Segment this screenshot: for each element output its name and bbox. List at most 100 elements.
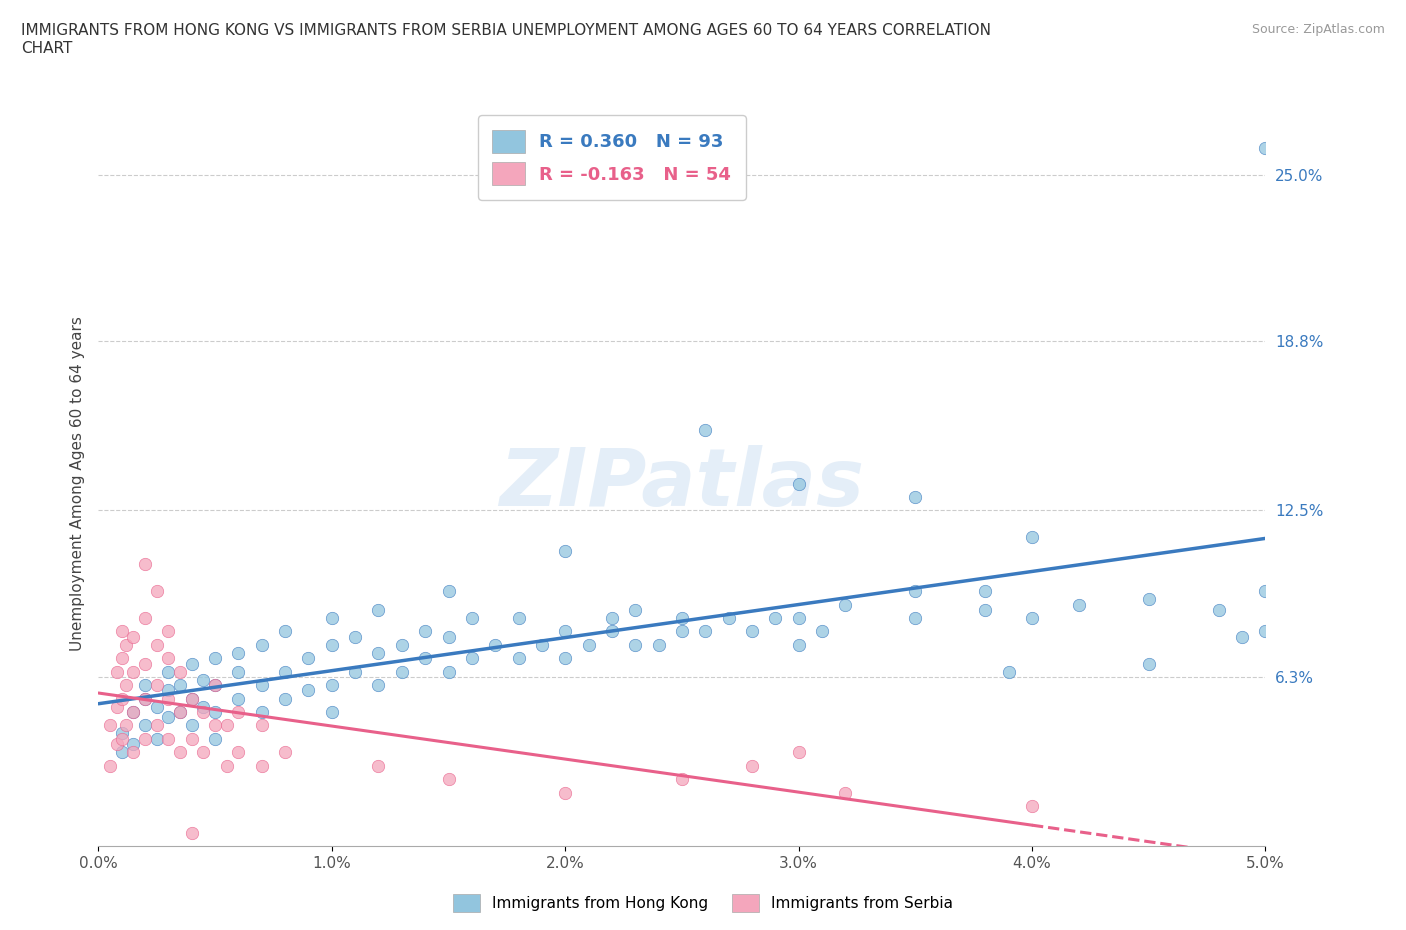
Point xyxy=(157,683,180,698)
Point xyxy=(741,758,763,773)
Point xyxy=(484,637,506,652)
Point xyxy=(321,637,343,652)
Point xyxy=(695,422,717,437)
Point xyxy=(741,624,763,639)
Point xyxy=(157,624,180,639)
Point xyxy=(367,603,389,618)
Point xyxy=(204,651,226,666)
Point xyxy=(146,678,169,693)
Point xyxy=(554,624,576,639)
Point xyxy=(180,826,202,841)
Point xyxy=(717,610,740,625)
Point xyxy=(169,678,191,693)
Point xyxy=(134,691,156,706)
Point xyxy=(274,691,297,706)
Point xyxy=(250,758,273,773)
Point xyxy=(193,672,215,687)
Point xyxy=(391,637,413,652)
Point xyxy=(204,678,226,693)
Point xyxy=(508,651,530,666)
Point xyxy=(228,645,250,660)
Point xyxy=(344,630,367,644)
Point xyxy=(250,705,273,720)
Point xyxy=(344,664,367,679)
Point xyxy=(367,758,389,773)
Point xyxy=(1021,530,1043,545)
Point xyxy=(105,699,128,714)
Point xyxy=(146,718,169,733)
Point xyxy=(904,489,927,504)
Point xyxy=(134,718,156,733)
Point xyxy=(157,731,180,746)
Point xyxy=(787,476,810,491)
Point xyxy=(157,710,180,724)
Point xyxy=(204,705,226,720)
Point xyxy=(624,637,647,652)
Point xyxy=(146,699,169,714)
Point xyxy=(274,745,297,760)
Point xyxy=(787,745,810,760)
Point xyxy=(180,718,202,733)
Point xyxy=(600,610,623,625)
Point xyxy=(122,745,145,760)
Point xyxy=(274,664,297,679)
Point xyxy=(600,624,623,639)
Text: Source: ZipAtlas.com: Source: ZipAtlas.com xyxy=(1251,23,1385,36)
Point xyxy=(974,603,997,618)
Point xyxy=(134,691,156,706)
Point xyxy=(437,584,460,599)
Point xyxy=(122,630,145,644)
Point xyxy=(530,637,553,652)
Point xyxy=(134,731,156,746)
Point xyxy=(250,637,273,652)
Point xyxy=(1021,610,1043,625)
Point xyxy=(111,745,134,760)
Point xyxy=(671,772,693,787)
Point xyxy=(297,651,319,666)
Point xyxy=(437,630,460,644)
Text: ZIPatlas: ZIPatlas xyxy=(499,445,865,523)
Point xyxy=(834,785,856,800)
Point xyxy=(193,745,215,760)
Point xyxy=(228,705,250,720)
Point xyxy=(134,678,156,693)
Text: IMMIGRANTS FROM HONG KONG VS IMMIGRANTS FROM SERBIA UNEMPLOYMENT AMONG AGES 60 T: IMMIGRANTS FROM HONG KONG VS IMMIGRANTS … xyxy=(21,23,991,56)
Point xyxy=(111,624,134,639)
Point xyxy=(250,678,273,693)
Point xyxy=(146,731,169,746)
Y-axis label: Unemployment Among Ages 60 to 64 years: Unemployment Among Ages 60 to 64 years xyxy=(69,316,84,651)
Point xyxy=(367,645,389,660)
Point xyxy=(169,745,191,760)
Point xyxy=(1254,584,1277,599)
Point xyxy=(204,731,226,746)
Point xyxy=(134,657,156,671)
Point xyxy=(122,737,145,751)
Point xyxy=(193,705,215,720)
Point xyxy=(146,584,169,599)
Point xyxy=(111,731,134,746)
Point xyxy=(122,664,145,679)
Point xyxy=(321,678,343,693)
Point xyxy=(834,597,856,612)
Point xyxy=(647,637,669,652)
Point xyxy=(157,691,180,706)
Point xyxy=(671,624,693,639)
Point xyxy=(554,651,576,666)
Point xyxy=(180,657,202,671)
Point xyxy=(228,691,250,706)
Point xyxy=(115,637,138,652)
Point xyxy=(554,785,576,800)
Point xyxy=(98,718,121,733)
Point xyxy=(115,678,138,693)
Point xyxy=(413,651,436,666)
Point xyxy=(180,691,202,706)
Point xyxy=(1067,597,1090,612)
Point xyxy=(204,718,226,733)
Point xyxy=(105,664,128,679)
Point xyxy=(1230,630,1253,644)
Point xyxy=(1021,799,1043,814)
Point xyxy=(134,557,156,572)
Point xyxy=(1208,603,1230,618)
Point xyxy=(787,610,810,625)
Point xyxy=(297,683,319,698)
